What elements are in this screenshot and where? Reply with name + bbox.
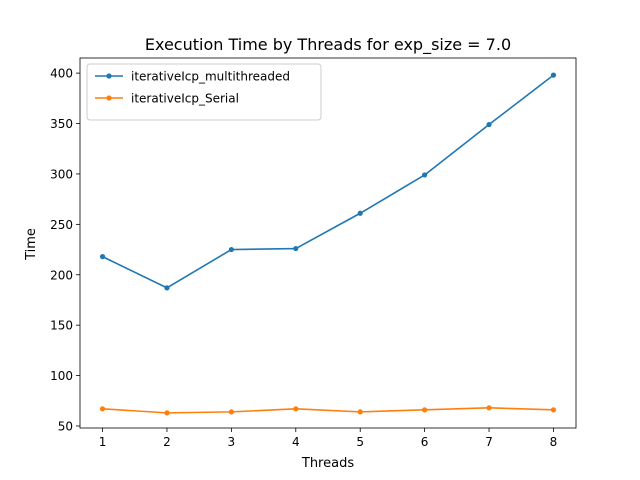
x-tick-label: 8 — [550, 435, 558, 449]
y-tick-label: 400 — [50, 67, 73, 81]
chart-title: Execution Time by Threads for exp_size =… — [145, 35, 511, 55]
legend-marker-1 — [106, 73, 112, 79]
y-tick-label: 250 — [50, 218, 73, 232]
legend-box — [86, 63, 322, 121]
series-2-point — [357, 409, 363, 415]
x-tick-label: 5 — [356, 435, 364, 449]
legend-label-1: iterativeIcp_multithreaded — [131, 70, 290, 84]
axes-frame — [79, 57, 577, 429]
legend-label-2: iterativeIcp_Serial — [131, 92, 239, 106]
legend-marker-2 — [106, 95, 112, 101]
x-tick-label: 7 — [485, 435, 493, 449]
legend: iterativeIcp_multithreaded iterativeIcp_S… — [86, 63, 322, 121]
series-line-1 — [102, 74, 554, 289]
x-tick-label: 3 — [228, 435, 236, 449]
series-1-point — [550, 72, 557, 78]
series-1-point — [486, 121, 492, 128]
series-1-point — [293, 245, 299, 252]
y-tick-label: 350 — [50, 117, 73, 131]
x-axis-label: Threads — [301, 456, 354, 471]
series-1-point — [164, 285, 170, 291]
x-tick-label: 4 — [292, 435, 300, 449]
series-2-point — [422, 407, 428, 413]
x-tick-label: 2 — [163, 435, 171, 449]
series-1-point — [422, 172, 428, 178]
plot-area: 1 2 3 4 5 6 7 8 50 100 150 200 250 300 350 400 — [50, 57, 577, 449]
y-tick-label: 100 — [50, 369, 73, 383]
series-2-point — [164, 410, 170, 416]
series-2-point — [99, 406, 106, 412]
x-tick-label: 1 — [99, 435, 107, 449]
series-1-point — [99, 254, 106, 260]
series-1-point — [228, 246, 234, 253]
series-1-point — [357, 210, 363, 216]
y-tick-label: 150 — [50, 319, 73, 333]
y-tick-label: 300 — [50, 167, 73, 181]
x-tick-label: 6 — [421, 435, 429, 449]
series-2-point — [550, 407, 557, 413]
series-2-point — [486, 405, 492, 411]
series-2-point — [228, 409, 234, 415]
series-2-point — [293, 406, 299, 412]
series-line-2 — [102, 407, 554, 414]
y-axis-label: Time — [24, 228, 39, 261]
y-tick-label: 200 — [50, 268, 73, 282]
y-tick-label: 50 — [58, 419, 73, 433]
